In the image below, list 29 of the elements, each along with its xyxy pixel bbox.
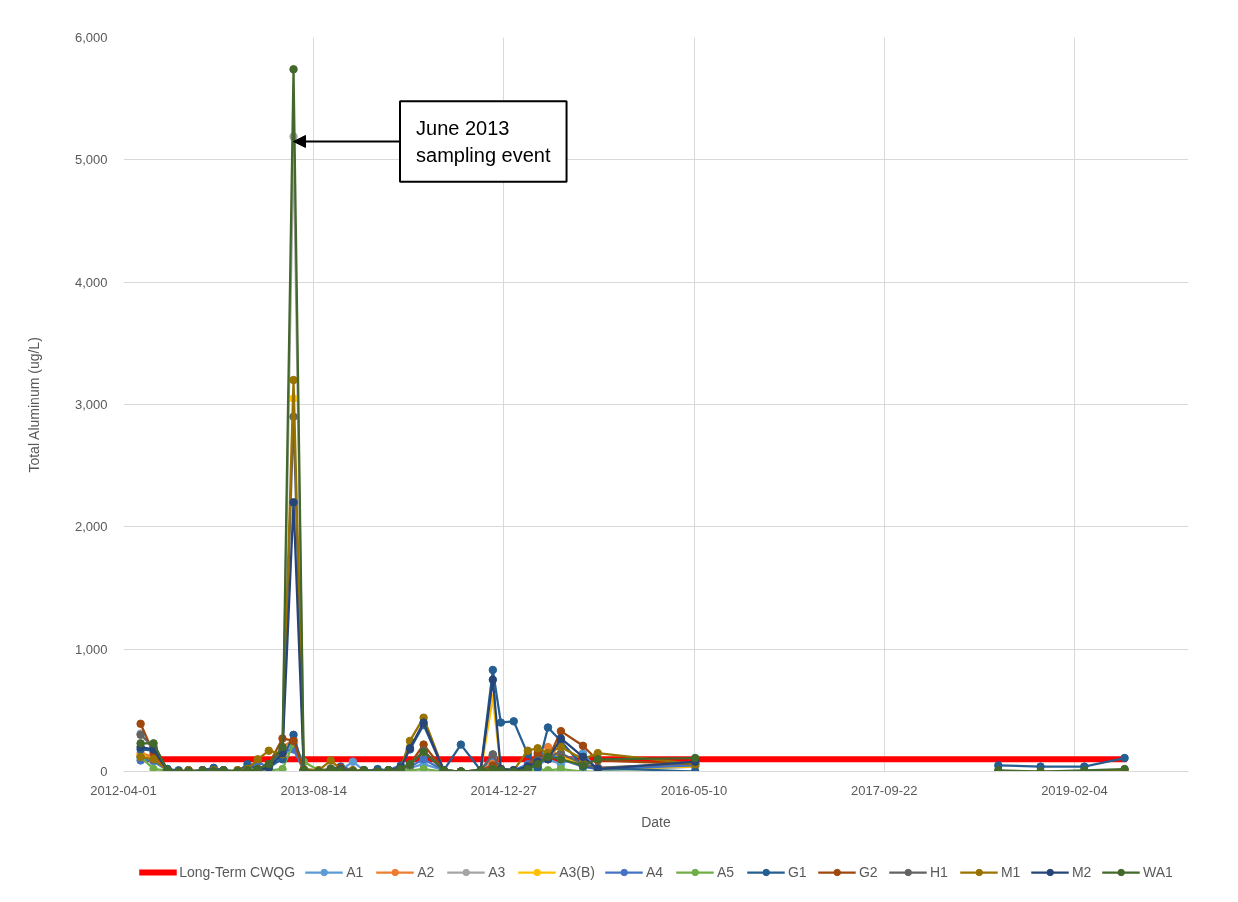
- legend-label: M1: [1000, 864, 1021, 880]
- y-tick-label: 3,000: [74, 397, 108, 412]
- legend-label: A2: [417, 864, 436, 880]
- annotation: June 2013 sampling event: [416, 117, 551, 166]
- legend-label: A3(B): [559, 864, 595, 880]
- x-tick-label: 2016-05-10: [660, 782, 728, 798]
- y-tick-label: 1,000: [74, 641, 108, 657]
- legend-label: A3: [488, 864, 507, 880]
- x-tick-label: 2017-09-22: [850, 782, 918, 798]
- y-tick-label: 4,000: [74, 274, 108, 290]
- legend-label: WA1: [1142, 864, 1173, 880]
- legend-label: A1: [346, 864, 365, 880]
- legend-label: H1: [929, 864, 949, 880]
- y-tick-label: 5,000: [74, 152, 108, 168]
- y-tick-label: 0: [100, 764, 108, 779]
- y-tick-label: 6,000: [74, 30, 108, 45]
- y-tick-label: 2,000: [74, 519, 108, 535]
- x-axis-title: Date: [641, 813, 671, 830]
- x-tick-label: 2012-04-01: [90, 782, 157, 798]
- legend-label: A5: [716, 864, 736, 880]
- y-axis-title: Total Aluminum (ug/L): [25, 337, 42, 473]
- legend-label: M2: [1071, 864, 1092, 880]
- legend-label: G2: [858, 864, 879, 880]
- x-tick-label: 2014-12-27: [470, 782, 538, 798]
- legend-label: G1: [787, 864, 808, 880]
- x-tick-label: 2019-02-04: [1041, 782, 1108, 798]
- legend-label: Long-Term CWQG: [179, 864, 296, 880]
- legend-label: A4: [645, 864, 665, 880]
- x-tick-label: 2013-08-14: [280, 782, 347, 798]
